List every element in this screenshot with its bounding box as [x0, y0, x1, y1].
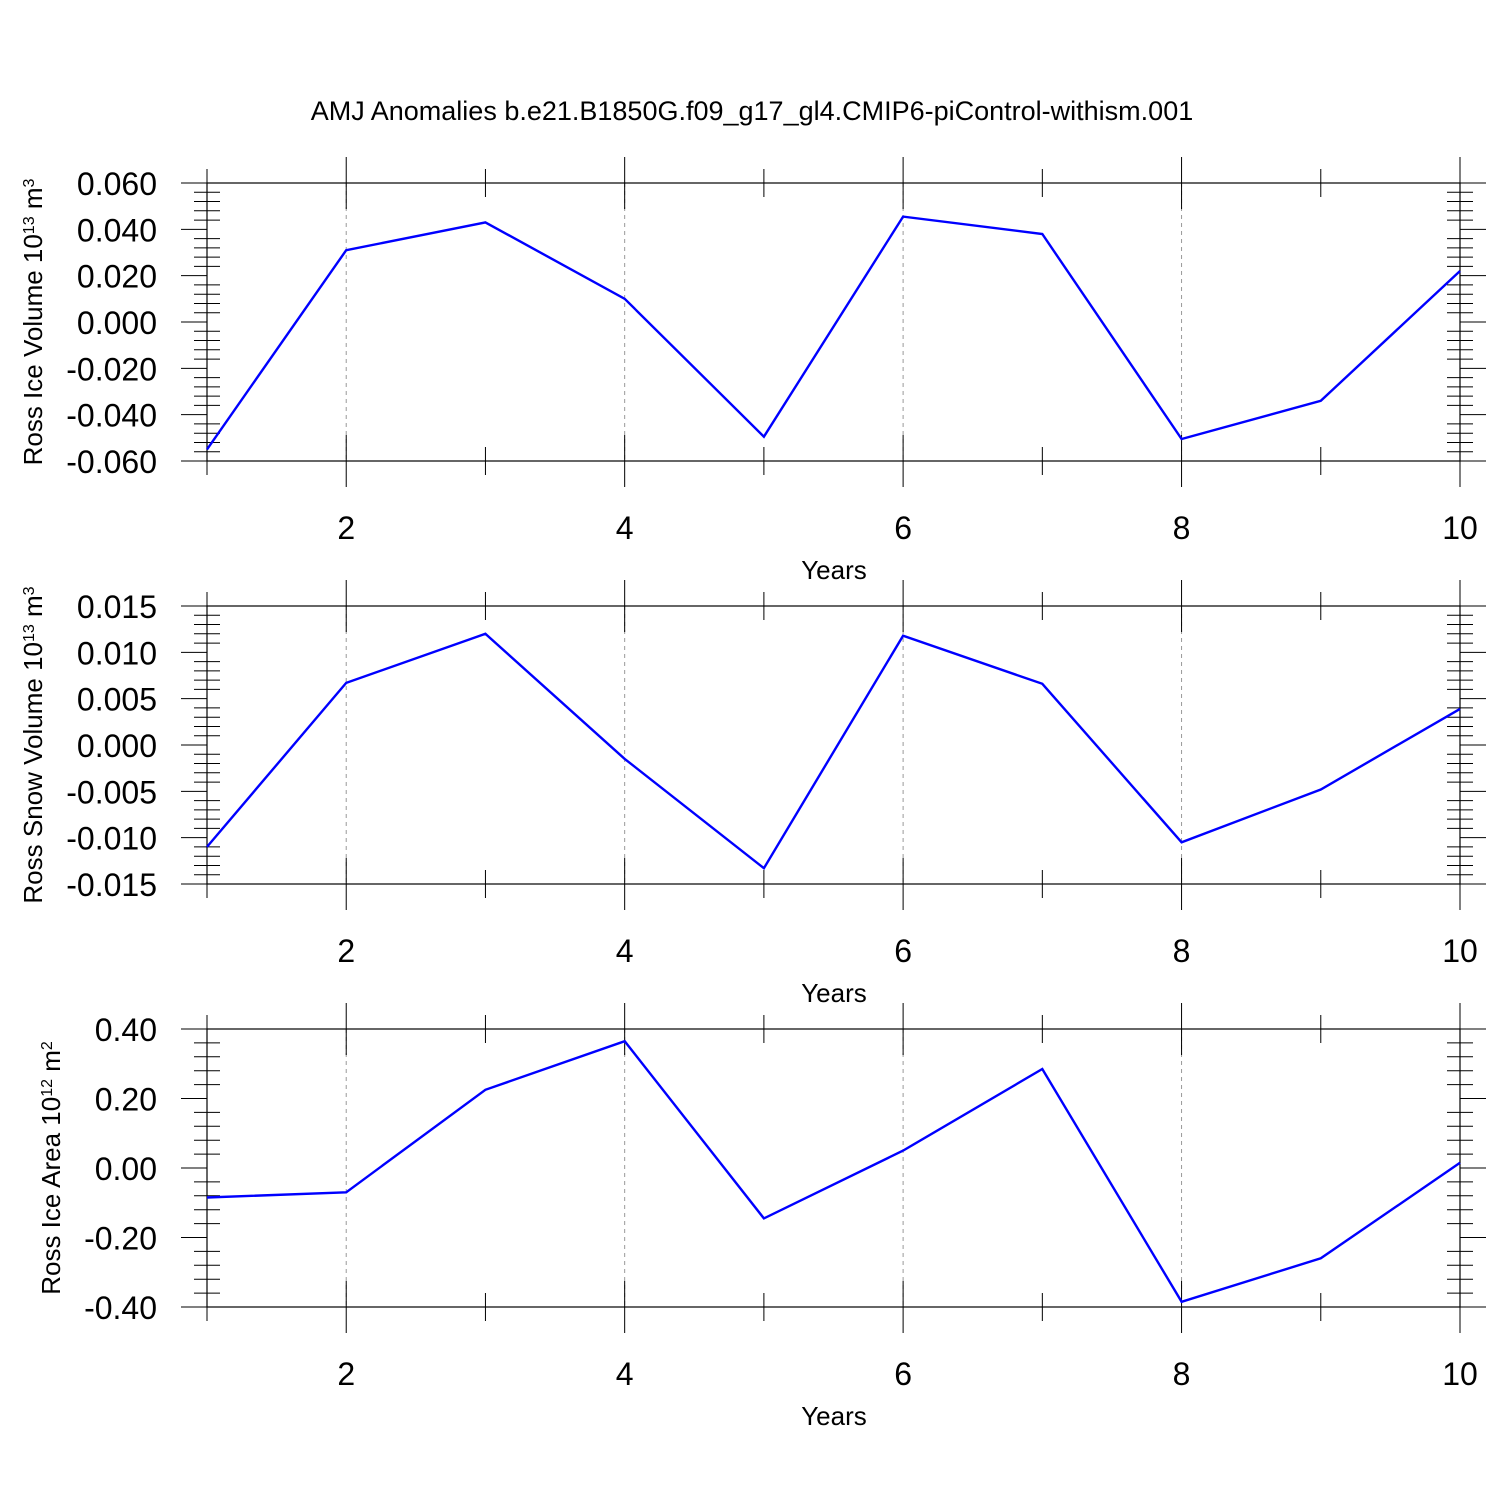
- y-tick-label: -0.20: [84, 1221, 157, 1257]
- y-tick-label: -0.40: [84, 1290, 157, 1326]
- y-tick-label: 0.000: [77, 305, 157, 341]
- chart-title: AMJ Anomalies b.e21.B1850G.f09_g17_gl4.C…: [311, 96, 1193, 126]
- x-tick-label: 10: [1442, 933, 1478, 969]
- y-tick-label: -0.010: [66, 821, 157, 857]
- y-tick-label: -0.040: [66, 398, 157, 434]
- y-axis-label: Ross Snow Volume 1013 m3: [18, 586, 48, 903]
- y-tick-label: -0.020: [66, 351, 157, 387]
- y-axis-label: Ross Ice Area 1012 m2: [36, 1041, 66, 1295]
- y-axis-label: Ross Ice Volume 1013 m3: [18, 178, 48, 465]
- y-tick-label: 0.000: [77, 728, 157, 764]
- x-tick-label: 8: [1173, 1356, 1191, 1392]
- y-tick-label: 0.040: [77, 212, 157, 248]
- y-tick-label: -0.015: [66, 867, 157, 903]
- y-tick-label: 0.015: [77, 589, 157, 625]
- series-line: [206, 1039, 1461, 1304]
- x-tick-label: 8: [1173, 933, 1191, 969]
- y-tick-label: -0.005: [66, 774, 157, 810]
- plot-frame: [206, 605, 1461, 885]
- x-tick-label: 10: [1442, 510, 1478, 546]
- series-line: [206, 215, 1461, 451]
- x-tick-label: 2: [337, 510, 355, 546]
- x-axis-label: Years: [801, 1401, 867, 1431]
- series-line: [206, 632, 1461, 870]
- x-tick-label: 6: [894, 1356, 912, 1392]
- panel-2: -0.015 -0.010 -0.005 0.000 0.005 0.010 0.015 2 4…: [18, 580, 1486, 1008]
- y-tick-label: 0.010: [77, 635, 157, 671]
- x-axis-label: Years: [801, 555, 867, 585]
- x-tick-label: 6: [894, 933, 912, 969]
- y-tick-label: 0.020: [77, 259, 157, 295]
- x-tick-label: 10: [1442, 1356, 1478, 1392]
- plot-frame: [206, 1028, 1461, 1308]
- y-tick-label: 0.40: [95, 1012, 157, 1048]
- y-tick-label: 0.00: [95, 1151, 157, 1187]
- y-tick-label: 0.005: [77, 682, 157, 718]
- x-tick-label: 4: [616, 510, 634, 546]
- x-tick-label: 2: [337, 933, 355, 969]
- x-tick-label: 4: [616, 933, 634, 969]
- y-tick-label: 0.20: [95, 1082, 157, 1118]
- panel-3: -0.40 -0.20 0.00 0.20 0.40 2 4 6 8 10 Years Ross Ic…: [36, 1003, 1486, 1431]
- panel-1: -0.060 -0.040 -0.020 0.000 0.020 0.040 0.060 2 4…: [18, 157, 1486, 585]
- plot-frame: [206, 182, 1461, 462]
- x-tick-label: 2: [337, 1356, 355, 1392]
- x-tick-label: 4: [616, 1356, 634, 1392]
- y-tick-label: -0.060: [66, 444, 157, 480]
- y-tick-label: 0.060: [77, 166, 157, 202]
- panels: -0.060 -0.040 -0.020 0.000 0.020 0.040 0.060 2 4…: [18, 157, 1486, 1431]
- x-tick-label: 8: [1173, 510, 1191, 546]
- x-axis-label: Years: [801, 978, 867, 1008]
- x-tick-label: 6: [894, 510, 912, 546]
